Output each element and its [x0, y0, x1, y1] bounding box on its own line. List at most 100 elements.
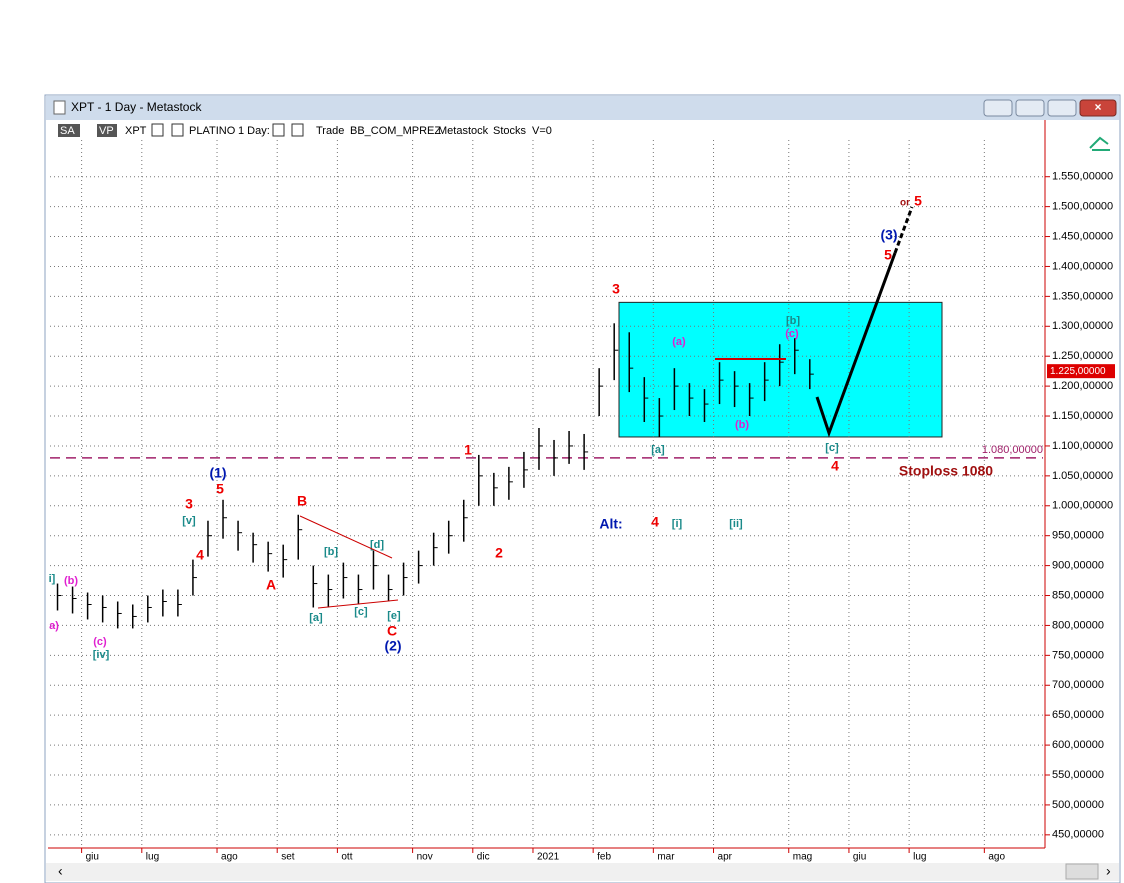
trend-line [317, 599, 399, 609]
x-tick-label: mag [793, 852, 812, 863]
close-button[interactable] [1079, 99, 1117, 117]
wave-label: (2) [384, 638, 401, 654]
toolbar-item: Trade [316, 125, 344, 137]
x-tick-label: dic [477, 852, 490, 863]
last-price-label: 1.225,00000 [1050, 366, 1106, 377]
toolbar-button[interactable] [58, 124, 80, 137]
wave-label: C [387, 623, 397, 639]
scroll-left[interactable]: ‹ [58, 863, 63, 879]
y-tick-label: 950,00000 [1052, 530, 1104, 542]
x-tick-label: ago [221, 852, 238, 863]
x-tick-label: feb [597, 852, 611, 863]
x-tick-label: nov [417, 852, 433, 863]
title-bar [46, 96, 1119, 120]
window [44, 94, 1121, 883]
wave-label: 5 [914, 193, 922, 209]
toolbar-item: Stocks [493, 125, 527, 137]
wave-label: A [266, 577, 276, 593]
x-tick-label: 2021 [537, 852, 560, 863]
wave-label: [a] [651, 444, 665, 456]
wave-label: (b) [735, 419, 749, 431]
toolbar: SA VP XPT PLATINO 1 Day: Trade BB_COM_MPREZMet… [58, 123, 552, 137]
y-tick-label: 500,00000 [1052, 799, 1104, 811]
zone [618, 301, 943, 438]
wave-label: [c] [825, 442, 839, 454]
wave-label: 3 [185, 496, 193, 512]
wave-label: [iv] [93, 649, 110, 661]
wave-label: Alt: [599, 516, 622, 532]
toolbar-item: SA [60, 125, 75, 137]
dropdown[interactable] [272, 123, 285, 137]
plot: 3 5 4 A B C 1 2 3 4 5 or 5 4 Stoploss 1080 (1) (2) (3) Alt… [49, 140, 1115, 853]
toolbar-item: 1 Day: [238, 125, 270, 137]
y-tick-label: 1.400,00000 [1052, 260, 1113, 272]
wave-label: [a] [309, 612, 323, 624]
projection [815, 252, 897, 438]
x-tick-label: ott [341, 852, 352, 863]
wave-label: a) [49, 620, 59, 632]
x-tick-label: set [281, 852, 295, 863]
toolbar-item: BB_COM_MPREZ [350, 125, 441, 137]
y-tick-label: 1.300,00000 [1052, 320, 1113, 332]
dropdown[interactable] [291, 123, 304, 137]
y-tick-label: 1.000,00000 [1052, 500, 1113, 512]
wave-label: (b) [64, 575, 78, 587]
wave-label: [i] [672, 518, 683, 530]
wave-label: (1) [209, 465, 226, 481]
x-tick-label: giu [853, 852, 866, 863]
x-tick-label: apr [718, 852, 733, 863]
y-tick-label: 900,00000 [1052, 560, 1104, 572]
y-tick-label: 450,00000 [1052, 829, 1104, 841]
y-tick-label: 1.150,00000 [1052, 410, 1113, 422]
y-tick-label: 550,00000 [1052, 769, 1104, 781]
wave-label: 4 [831, 458, 839, 474]
wave-label: [c] [354, 606, 368, 618]
wave-label: 4 [651, 514, 659, 530]
minimize-button[interactable] [1015, 99, 1045, 117]
wave-label: (c) [93, 636, 107, 648]
y-tick-label: 1.200,00000 [1052, 380, 1113, 392]
wave-label: or [900, 198, 910, 209]
wave-label: [ii] [729, 518, 743, 530]
wave-label: Stoploss 1080 [899, 463, 993, 479]
y-tick-label: 1.350,00000 [1052, 290, 1113, 302]
toolbar-item: XPT [125, 125, 147, 137]
wave-label: 5 [216, 481, 224, 497]
restore-button[interactable] [983, 99, 1013, 117]
wave-label: [e] [387, 610, 401, 622]
y-tick-label: 1.250,00000 [1052, 350, 1113, 362]
toolbar-item: VP [99, 125, 114, 137]
y-tick-label: 1.050,00000 [1052, 470, 1113, 482]
x-tick-label: mar [657, 852, 675, 863]
scroll-thumb[interactable] [1065, 863, 1099, 880]
close-icon: × [1094, 100, 1101, 114]
wave-label: [b] [324, 546, 338, 558]
dropdown[interactable] [171, 123, 184, 137]
wave-label: (c) [785, 328, 799, 340]
x-tick-label: ago [988, 852, 1005, 863]
toolbar-item: V=0 [532, 125, 552, 137]
toolbar-icon [1089, 136, 1110, 151]
dropdown[interactable] [151, 123, 164, 137]
wave-label: (a) [672, 336, 686, 348]
y-tick-label: 700,00000 [1052, 679, 1104, 691]
wave-label: i] [49, 573, 56, 585]
y-tick-label: 750,00000 [1052, 649, 1104, 661]
wave-label: B [297, 493, 307, 509]
y-tick-label: 1.450,00000 [1052, 230, 1113, 242]
y-tick-label: 600,00000 [1052, 739, 1104, 751]
wave-label: 5 [884, 247, 892, 263]
scrollbar[interactable] [46, 863, 1119, 881]
scroll-right[interactable]: › [1106, 863, 1111, 879]
maximize-button[interactable] [1047, 99, 1077, 117]
y-tick-label: 800,00000 [1052, 619, 1104, 631]
trend-line [299, 515, 393, 559]
toolbar-button[interactable] [97, 124, 117, 137]
last-price-box [1047, 364, 1115, 379]
x-tick-label: lug [146, 852, 159, 863]
x-tick-label: lug [913, 852, 926, 863]
y-tick-label: 1.500,00000 [1052, 201, 1113, 213]
projection [893, 206, 914, 254]
